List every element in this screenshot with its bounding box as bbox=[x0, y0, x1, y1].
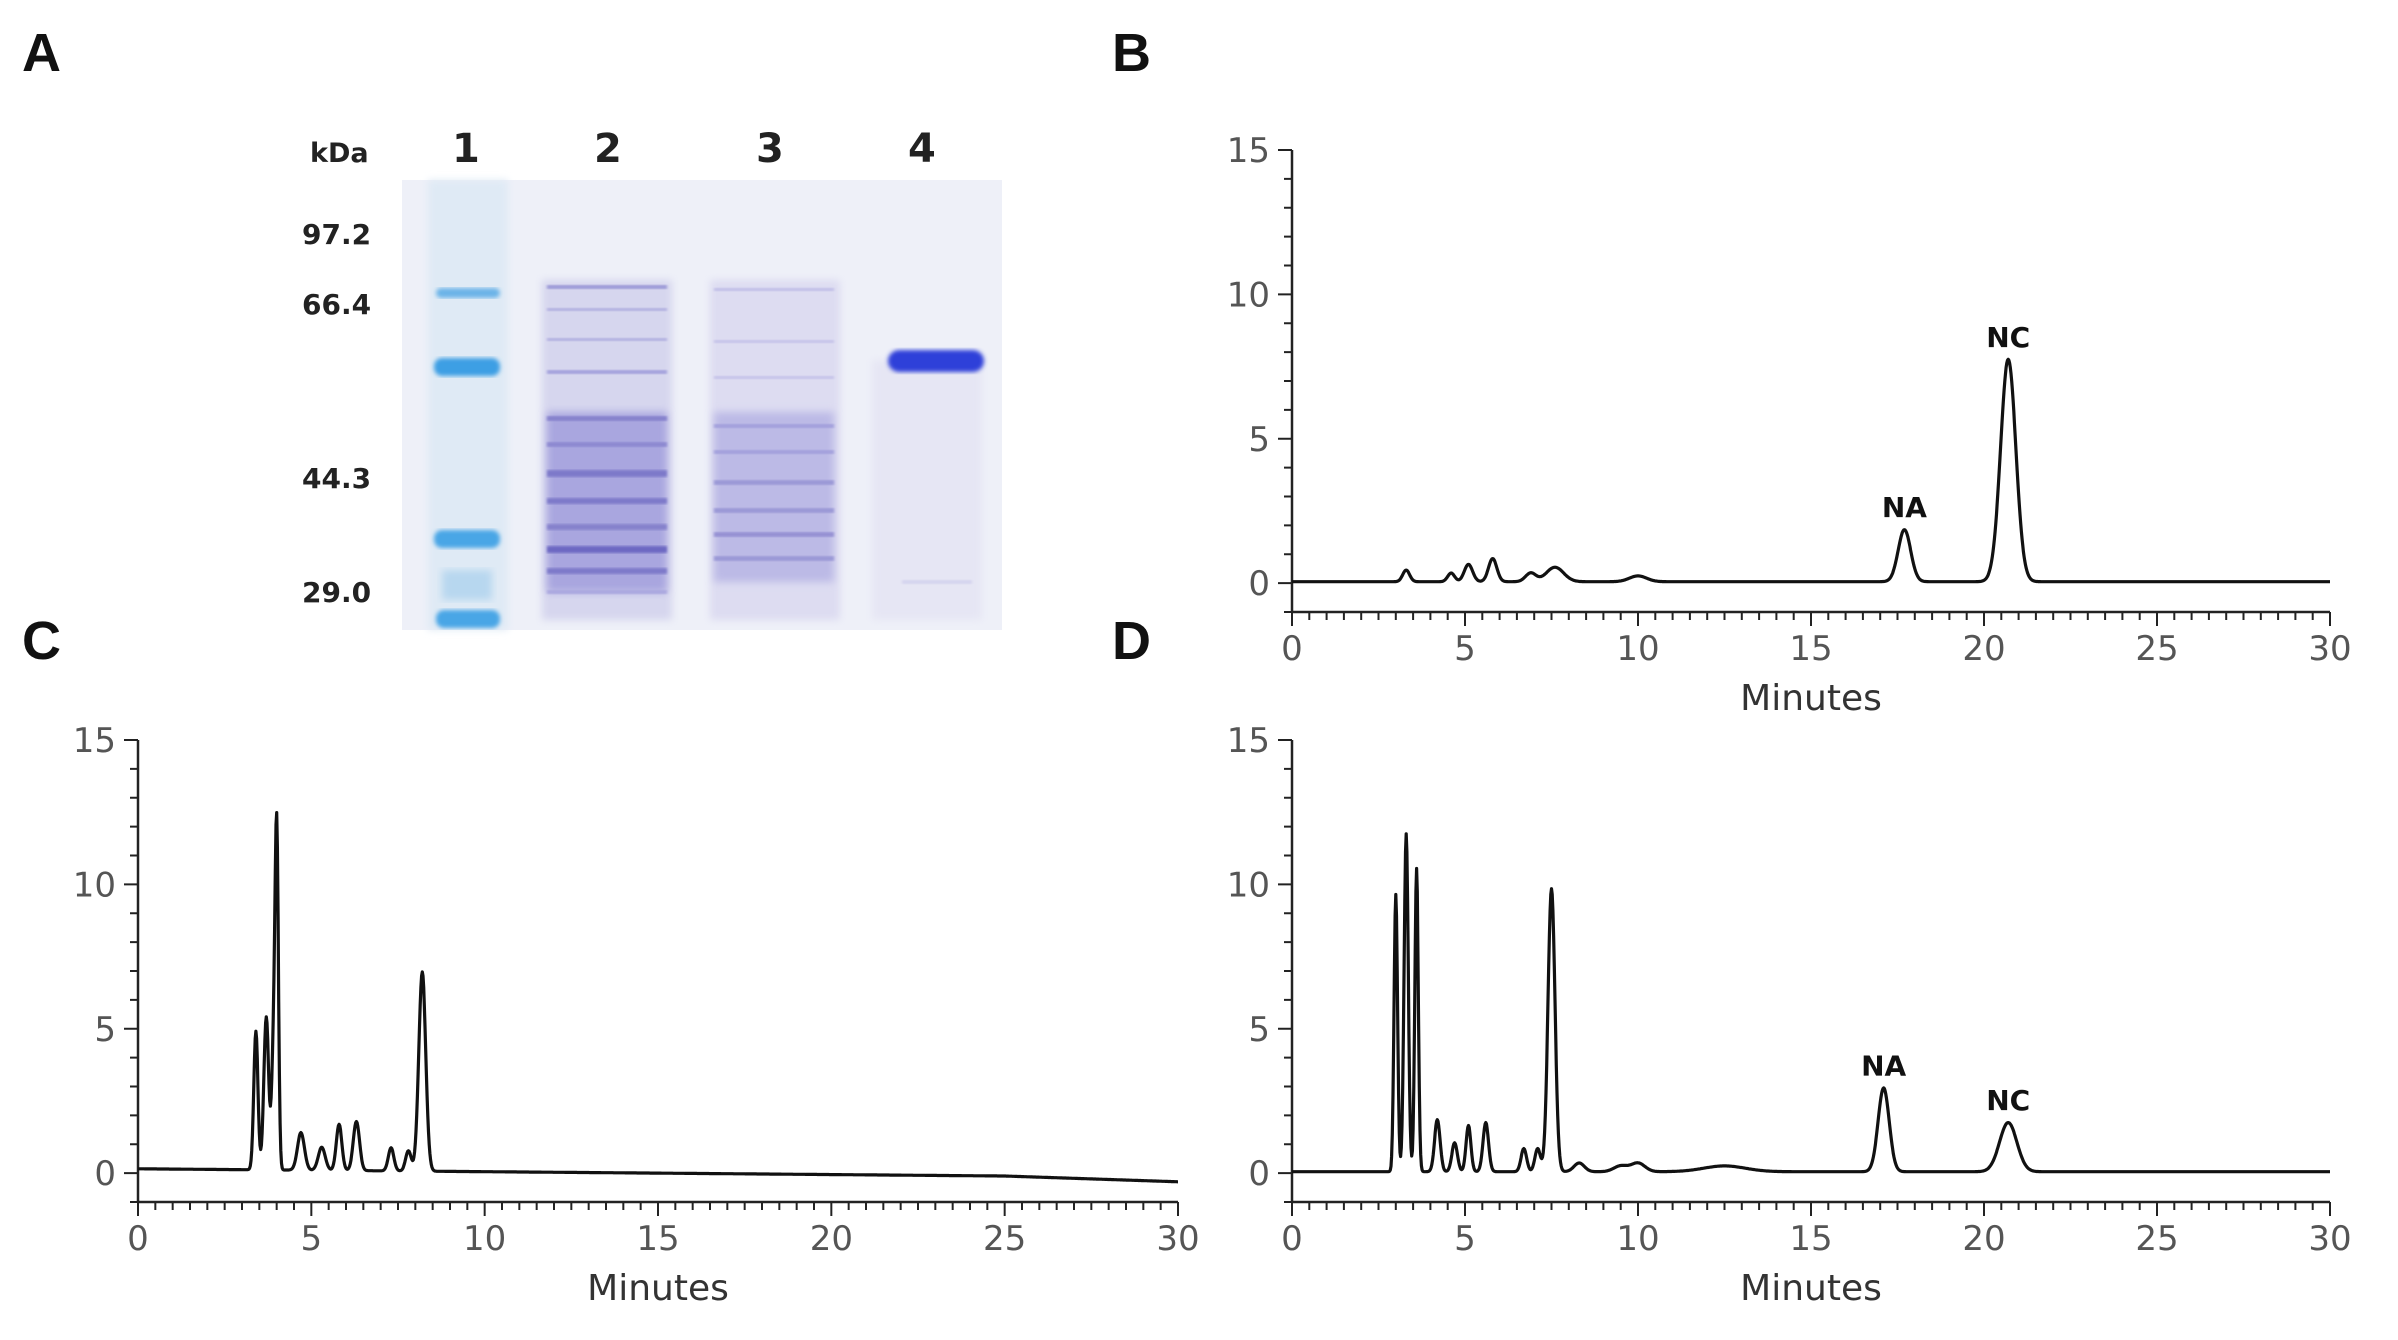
chromatogram-trace-d bbox=[1291, 832, 2331, 1174]
chromatogram-c: 0 5 10 15 20 25 30 0 5 10 15 Minutes bbox=[73, 721, 1200, 1309]
y-tick-label-b-5: 5 bbox=[1248, 420, 1270, 460]
x-tick-label-b-5: 5 bbox=[1454, 629, 1476, 669]
gel-marker-label-66: 66.4 bbox=[302, 288, 372, 321]
y-tick-label-c-15: 15 bbox=[73, 721, 116, 761]
marker-band-44 bbox=[434, 530, 500, 548]
x-tick-label-b-0: 0 bbox=[1281, 629, 1303, 669]
chromatogram-d: 0 5 10 15 20 25 30 0 5 10 15 Minutes NA NC bbox=[1227, 721, 2352, 1309]
y-tick-label-b-10: 10 bbox=[1227, 275, 1270, 315]
y-tick-label-d-0: 0 bbox=[1248, 1154, 1270, 1194]
x-tick-label-d-15: 15 bbox=[1789, 1219, 1832, 1259]
purified-protein-band bbox=[888, 350, 984, 372]
x-tick-label-b-15: 15 bbox=[1789, 629, 1832, 669]
gel-lane-1 bbox=[428, 180, 508, 630]
gel-lane-label-1: 1 bbox=[452, 126, 480, 172]
x-tick-label-c-25: 25 bbox=[983, 1219, 1026, 1259]
y-tick-label-c-5: 5 bbox=[94, 1010, 116, 1050]
x-tick-label-d-25: 25 bbox=[2135, 1219, 2178, 1259]
x-axis-title-b: Minutes bbox=[1740, 678, 1882, 719]
sds-page-gel-panel: kDa 1 2 3 4 97.2 66.4 44.3 29.0 bbox=[290, 120, 1010, 640]
x-tick-label-b-25: 25 bbox=[2135, 629, 2178, 669]
x-tick-label-b-20: 20 bbox=[1962, 629, 2005, 669]
panel-label-a: A bbox=[22, 23, 61, 83]
marker-band-29 bbox=[436, 610, 500, 628]
gel-lane-2 bbox=[542, 280, 672, 620]
x-tick-label-d-0: 0 bbox=[1281, 1219, 1303, 1259]
gel-lane-label-3: 3 bbox=[756, 126, 784, 172]
gel-lane-3 bbox=[710, 280, 840, 620]
marker-band-97 bbox=[436, 288, 500, 298]
y-tick-label-c-0: 0 bbox=[94, 1154, 116, 1194]
chromatogram-trace-c bbox=[137, 811, 1179, 1184]
chromatogram-trace-b bbox=[1291, 357, 2331, 584]
panel-label-d: D bbox=[1112, 611, 1151, 671]
gel-lane-label-2: 2 bbox=[594, 126, 622, 172]
y-tick-label-c-10: 10 bbox=[73, 865, 116, 905]
gel-unit-label: kDa bbox=[310, 138, 369, 169]
gel-marker-label-44: 44.3 bbox=[302, 462, 372, 495]
x-tick-label-c-10: 10 bbox=[463, 1219, 506, 1259]
gel-marker-label-97: 97.2 bbox=[302, 218, 372, 251]
peak-label-nc-b: NC bbox=[1986, 321, 2030, 354]
y-tick-label-d-15: 15 bbox=[1227, 721, 1270, 761]
x-tick-label-d-5: 5 bbox=[1454, 1219, 1476, 1259]
gel-lane-4 bbox=[872, 350, 984, 620]
x-tick-label-d-10: 10 bbox=[1616, 1219, 1659, 1259]
x-tick-label-b-10: 10 bbox=[1616, 629, 1659, 669]
x-tick-label-c-20: 20 bbox=[810, 1219, 853, 1259]
x-tick-label-c-0: 0 bbox=[127, 1219, 149, 1259]
chromatogram-b: 0 5 10 15 20 25 30 0 5 10 15 Minutes NA NC bbox=[1227, 131, 2352, 719]
x-axis-title-d: Minutes bbox=[1740, 1268, 1882, 1309]
x-axis-title-c: Minutes bbox=[587, 1268, 729, 1309]
panel-label-c: C bbox=[22, 611, 61, 671]
x-tick-label-c-15: 15 bbox=[636, 1219, 679, 1259]
gel-marker-label-29: 29.0 bbox=[302, 576, 372, 609]
y-tick-label-b-0: 0 bbox=[1248, 564, 1270, 604]
marker-band-66 bbox=[434, 358, 500, 376]
y-tick-label-b-15: 15 bbox=[1227, 131, 1270, 171]
gel-lane-label-4: 4 bbox=[908, 126, 936, 172]
panel-label-b: B bbox=[1112, 23, 1151, 83]
x-tick-label-b-30: 30 bbox=[2308, 629, 2351, 669]
gel-image bbox=[402, 180, 1002, 630]
x-tick-label-d-30: 30 bbox=[2308, 1219, 2351, 1259]
y-tick-label-d-10: 10 bbox=[1227, 865, 1270, 905]
peak-label-nc-d: NC bbox=[1986, 1084, 2030, 1117]
y-tick-label-d-5: 5 bbox=[1248, 1010, 1270, 1050]
x-tick-label-d-20: 20 bbox=[1962, 1219, 2005, 1259]
peak-label-na-b: NA bbox=[1882, 491, 1927, 524]
x-tick-label-c-30: 30 bbox=[1156, 1219, 1199, 1259]
peak-label-na-d: NA bbox=[1861, 1049, 1906, 1082]
x-tick-label-c-5: 5 bbox=[301, 1219, 323, 1259]
